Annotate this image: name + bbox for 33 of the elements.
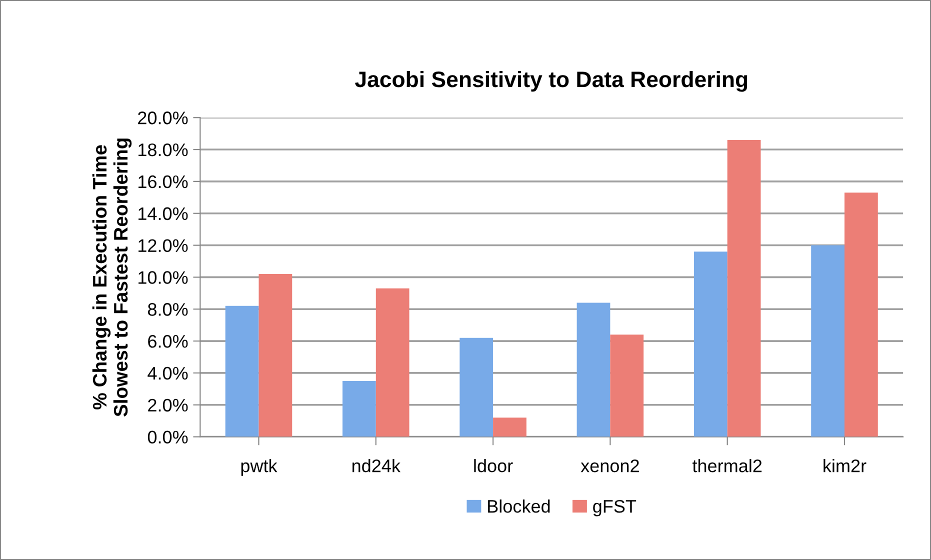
y-tick-label: 4.0%	[148, 366, 188, 380]
legend-label: gFST	[593, 500, 636, 516]
bar	[460, 338, 494, 437]
bar	[694, 252, 728, 437]
x-tick-label: pwtk	[241, 459, 278, 476]
y-tick-label: 8.0%	[148, 303, 188, 316]
y-tick-label: 12.0%	[138, 239, 188, 252]
y-tick-label: 20.0%	[138, 112, 188, 124]
x-tick-label: kim2r	[824, 459, 866, 472]
bar	[376, 288, 410, 437]
bar	[576, 302, 610, 437]
bar	[342, 380, 376, 437]
x-tick-label: nd24k	[352, 459, 401, 472]
x-tick-label: thermal2	[692, 459, 762, 472]
bar	[610, 334, 644, 437]
bar	[258, 274, 292, 437]
chart-title: Jacobi Sensitivity to Data Reordering	[355, 70, 748, 92]
bar	[225, 306, 259, 437]
bar	[844, 192, 878, 437]
y-tick-label: 0.0%	[148, 430, 188, 444]
x-tick-label: xenon2	[580, 460, 639, 472]
y-tick-label: 14.0%	[138, 207, 188, 220]
y-axis-title: % Change in Execution Time Slowest to Fastest Reordering	[92, 138, 132, 417]
x-tick-label: ldoor	[474, 459, 513, 472]
bar	[811, 245, 844, 437]
y-tick-label: 16.0%	[138, 175, 188, 188]
y-tick-label: 2.0%	[148, 398, 188, 412]
bar	[727, 140, 761, 437]
y-tick-label: 6.0%	[148, 334, 188, 348]
bar	[493, 418, 526, 437]
legend-label: Blocked	[488, 499, 550, 513]
y-tick-label: 18.0%	[138, 143, 188, 156]
y-tick-label: 10.0%	[138, 271, 188, 284]
